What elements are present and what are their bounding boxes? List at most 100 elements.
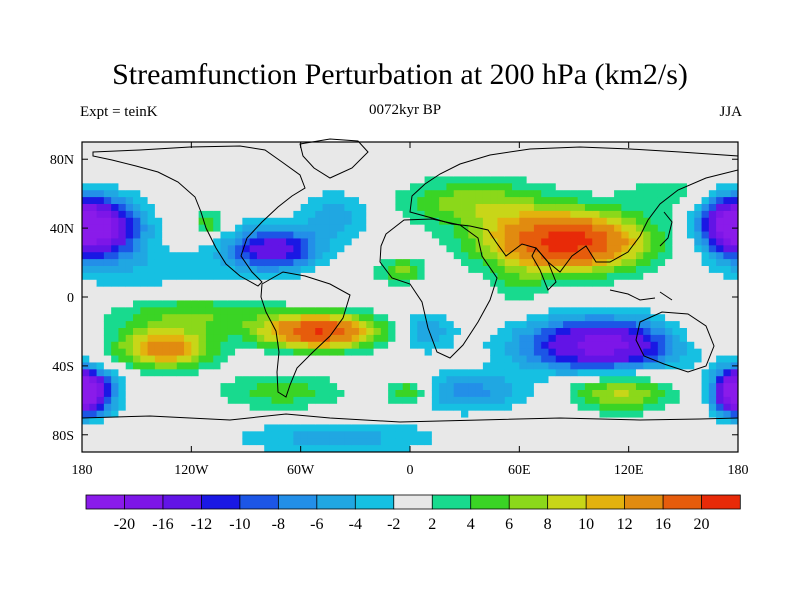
field-cell <box>679 362 688 370</box>
field-cell <box>351 279 360 288</box>
field-cell <box>322 266 331 274</box>
field-cell <box>358 252 367 260</box>
field-cell <box>701 314 710 322</box>
field-cell <box>533 245 542 253</box>
field-cell <box>388 431 396 439</box>
field-cell <box>577 259 586 267</box>
field-cell <box>650 307 659 315</box>
field-cell <box>555 148 564 157</box>
field-cell <box>424 224 433 232</box>
colorbar-swatch <box>662 494 703 510</box>
field-cell <box>147 314 156 322</box>
field-cell <box>584 155 593 164</box>
colorbar-label: -6 <box>310 516 323 533</box>
field-cell <box>686 431 695 439</box>
field-cell <box>315 362 323 370</box>
field-cell <box>89 390 97 398</box>
experiment-label: Expt = teinK <box>80 104 158 120</box>
field-cell <box>657 197 666 205</box>
field-cell <box>380 252 389 260</box>
field-cell <box>307 224 316 232</box>
field-cell <box>242 431 251 439</box>
field-cell <box>730 204 739 212</box>
field-cell <box>555 169 564 177</box>
field-cell <box>82 410 90 418</box>
field-cell <box>592 197 600 205</box>
field-cell <box>118 431 127 439</box>
field-cell <box>417 431 425 439</box>
field-cell <box>337 334 345 343</box>
field-cell <box>220 314 229 322</box>
field-cell <box>140 293 148 301</box>
field-cell <box>89 204 97 212</box>
field-cell <box>111 197 119 205</box>
field-cell <box>176 231 185 239</box>
field-cell <box>716 328 724 336</box>
field-cell <box>730 176 739 184</box>
field-cell <box>271 293 280 301</box>
field-cell <box>184 252 192 260</box>
field-cell <box>497 266 506 274</box>
field-cell <box>431 286 440 294</box>
field-cell <box>220 190 229 198</box>
field-cell <box>563 252 571 260</box>
field-cell <box>89 266 97 274</box>
field-cell <box>526 300 535 308</box>
field-cell <box>307 383 316 391</box>
field-cell <box>410 272 418 281</box>
field-cell <box>278 217 287 226</box>
field-cell <box>679 307 688 315</box>
field-cell <box>694 383 702 391</box>
field-cell <box>541 176 549 184</box>
field-cell <box>461 217 469 226</box>
field-cell <box>453 238 462 246</box>
field-cell <box>453 210 462 219</box>
field-cell <box>628 210 637 219</box>
field-cell <box>708 238 717 246</box>
field-cell <box>373 445 382 453</box>
field-cell <box>89 307 97 315</box>
field-cell <box>242 162 251 170</box>
field-cell <box>475 341 484 350</box>
field-cell <box>213 376 221 384</box>
y-tick-label: 0 <box>67 291 74 306</box>
field-cell <box>723 142 732 150</box>
field-cell <box>468 376 476 384</box>
field-cell <box>337 445 345 453</box>
field-cell <box>592 217 600 226</box>
chart-title: Streamfunction Perturbation at 200 hPa (… <box>112 58 688 91</box>
field-cell <box>555 162 564 170</box>
field-cell <box>555 396 564 405</box>
field-cell <box>512 169 520 177</box>
field-cell <box>242 403 251 412</box>
field-cell <box>723 210 732 219</box>
field-cell <box>388 259 396 267</box>
field-cell <box>395 293 404 301</box>
field-cell <box>643 197 651 205</box>
field-cell <box>446 328 455 336</box>
field-cell <box>184 190 192 198</box>
field-cell <box>672 217 681 226</box>
field-cell <box>344 438 353 446</box>
field-cell <box>344 293 353 301</box>
field-cell <box>541 169 549 177</box>
field-cell <box>220 417 229 425</box>
field-cell <box>657 272 666 281</box>
field-cell <box>300 245 309 253</box>
field-cell <box>140 334 148 343</box>
field-cell <box>490 272 498 281</box>
field-cell <box>446 431 455 439</box>
field-cell <box>665 155 673 164</box>
field-cell <box>162 348 170 356</box>
field-cell <box>635 300 644 308</box>
field-cell <box>497 410 506 418</box>
field-cell <box>526 176 535 184</box>
field-cell <box>147 328 156 336</box>
field-cell <box>468 438 476 446</box>
field-cell <box>118 355 127 363</box>
field-cell <box>708 204 717 212</box>
field-cell <box>446 197 455 205</box>
field-cell <box>533 279 542 288</box>
field-cell <box>614 355 622 363</box>
